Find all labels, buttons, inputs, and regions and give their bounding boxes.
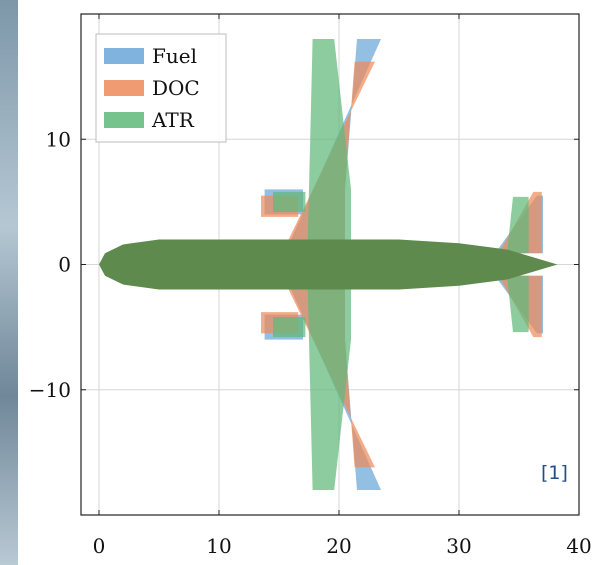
aircraft-planform-chart: 0 10 20 30 40 −10 0 10 Fuel DOC ATR: [29, 13, 592, 558]
x-tick-label: 20: [326, 534, 351, 558]
atr-tail-lower: [507, 275, 529, 333]
legend-swatch-doc: [104, 80, 144, 96]
legend-label-doc: DOC: [152, 76, 200, 100]
y-tick-label: 0: [58, 253, 71, 277]
chart-panel: 0 10 20 30 40 −10 0 10 Fuel DOC ATR [1]: [18, 0, 606, 565]
legend-label-fuel: Fuel: [152, 44, 197, 68]
axes-frame: [80, 13, 580, 516]
legend-swatch-atr: [104, 112, 144, 128]
atr-engine-lower: [273, 317, 306, 338]
tick-labels: 0 10 20 30 40 −10 0 10: [29, 127, 592, 558]
x-tick-label: 10: [206, 534, 231, 558]
legend-label-atr: ATR: [151, 108, 195, 132]
fuselage-layer: [99, 239, 558, 290]
legend-swatch-fuel: [104, 48, 144, 64]
planform-shapes: [261, 39, 543, 490]
fuselage-shape: [99, 239, 558, 290]
atr-engine-upper: [273, 191, 306, 212]
x-tick-label: 30: [446, 534, 471, 558]
atr-wing-lower: [307, 289, 351, 490]
x-tick-label: 40: [566, 534, 591, 558]
legend: Fuel DOC ATR: [95, 33, 227, 143]
citation-label: [1]: [541, 462, 568, 484]
background-image-strip: [0, 0, 18, 565]
x-tick-label: 0: [93, 534, 106, 558]
atr-wing-upper: [307, 39, 351, 240]
atr-tail-upper: [507, 196, 529, 254]
y-tick-label: −10: [29, 378, 71, 402]
y-tick-label: 10: [46, 127, 71, 151]
